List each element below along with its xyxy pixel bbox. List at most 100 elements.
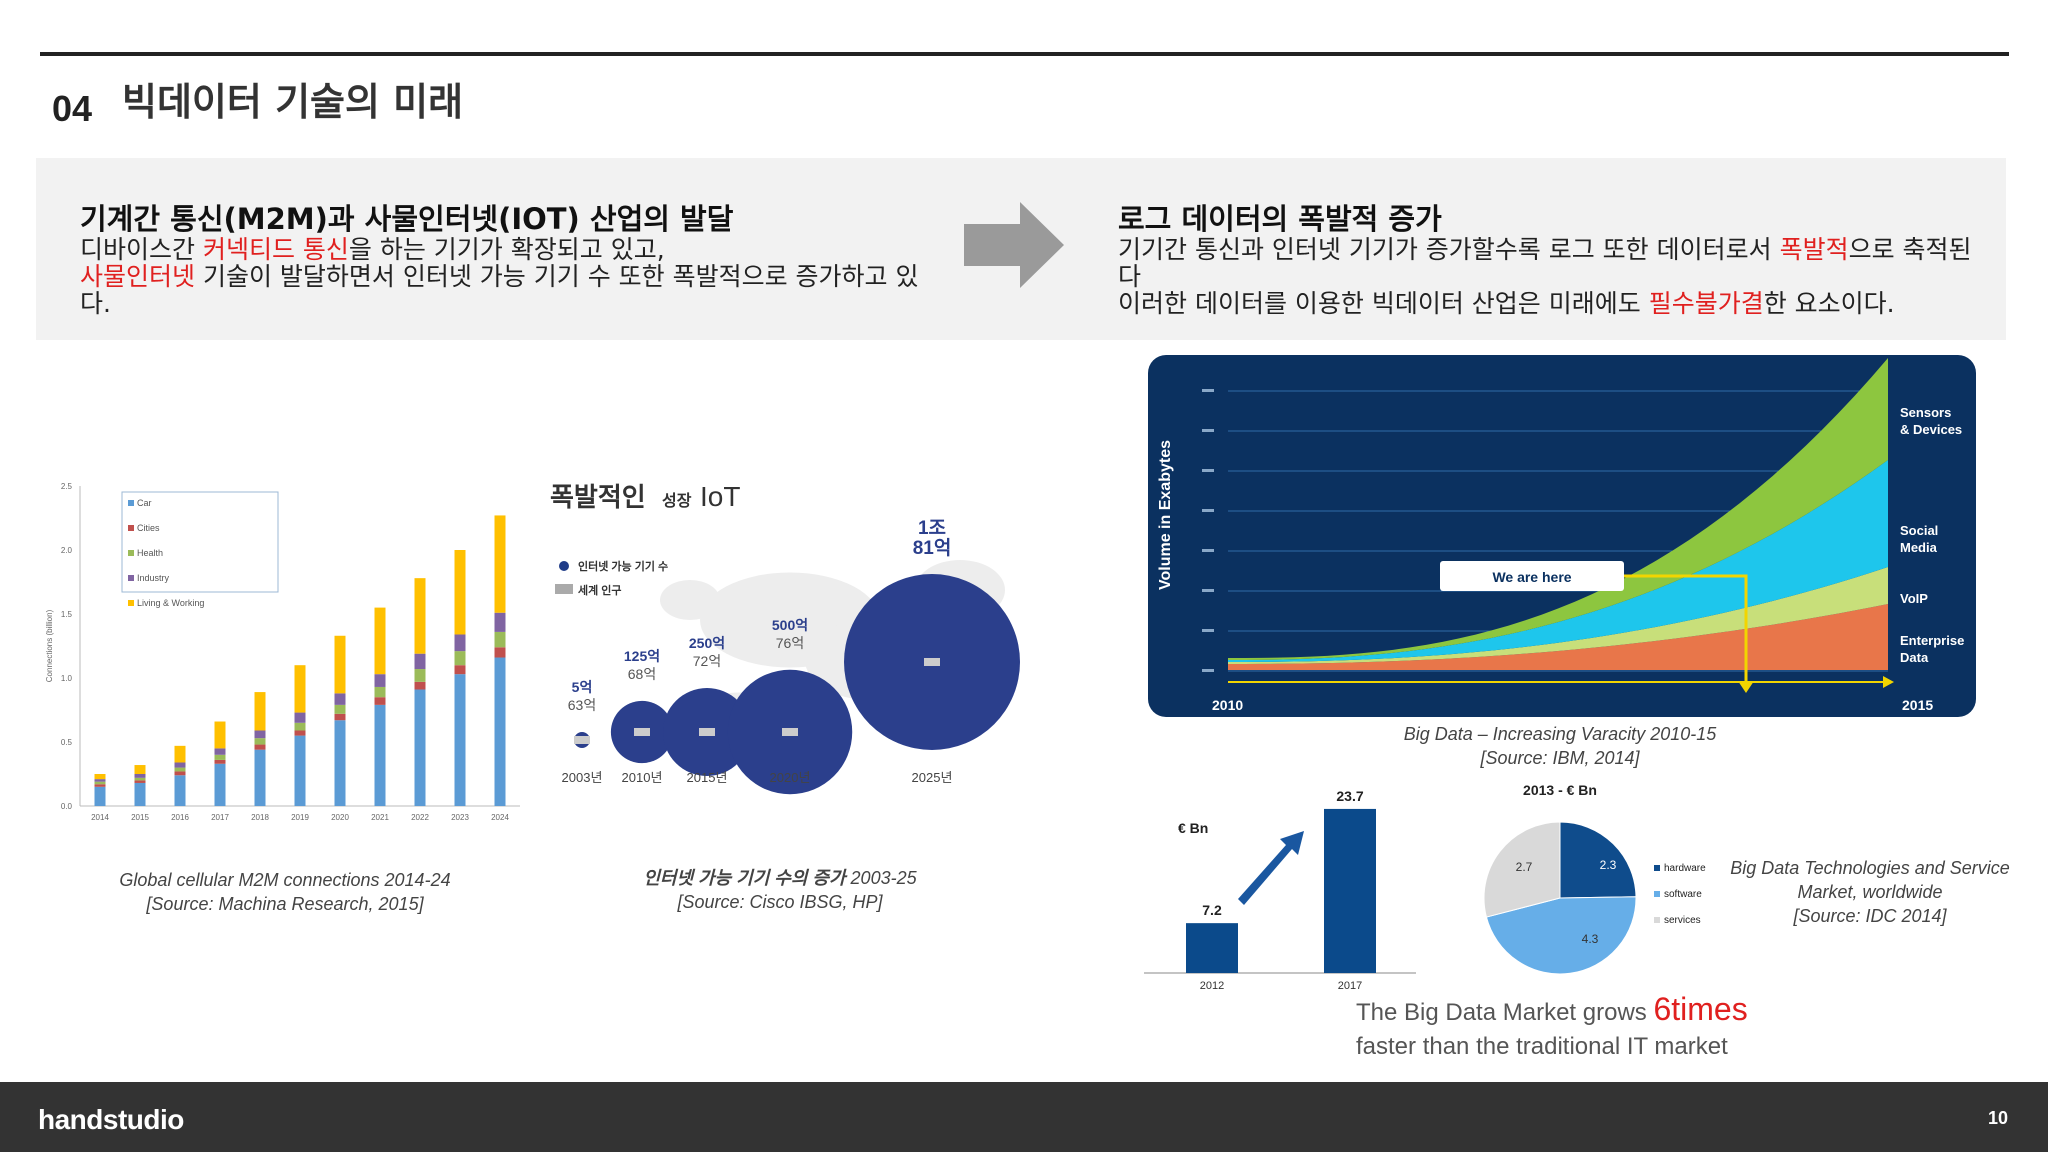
ibm-chart: Volume in Exabytes 2010 2015 Sensors & Devic…	[1148, 355, 1976, 717]
y-tick-label	[1202, 509, 1214, 512]
cagr-arrow	[1238, 831, 1304, 905]
legend-swatch	[128, 600, 134, 606]
leader-arrow-head	[1738, 681, 1754, 693]
text-segment: 기술이 발달하면서 인터넷 가능 기기 수 또한 폭발적으로 증가하고 있다.	[80, 262, 919, 318]
y-tick-label: 2.5	[61, 482, 73, 491]
x-tick-label: 2012	[1200, 980, 1224, 992]
pie-slice	[1483, 821, 1561, 918]
bar-segment	[294, 735, 306, 806]
device-count-label: 125억	[624, 648, 660, 664]
page-number: 10	[1987, 1108, 2008, 1128]
x-tick-label: 2018	[251, 813, 269, 822]
bar-segment	[454, 674, 466, 806]
bar-segment	[374, 697, 386, 705]
device-count-label: 5억	[572, 679, 593, 695]
caption-title: Big Data – Increasing Varacity 2010-15	[1403, 724, 1717, 744]
population-icon	[555, 584, 573, 594]
slice-value-label: 4.3	[1582, 932, 1599, 946]
x-tick-label: 2014	[91, 813, 109, 822]
bar-segment	[134, 780, 146, 783]
iot-caption: 인터넷 가능 기기 수의 증가 2003-25 [Source: Cisco I…	[560, 866, 1000, 914]
y-axis-label: Volume in Exabytes	[1157, 440, 1174, 590]
series-label: Social	[1900, 523, 1938, 538]
top-rule	[40, 52, 2009, 56]
x-tick-label: 2021	[371, 813, 389, 822]
bar-segment	[254, 692, 266, 731]
bar-segment	[254, 730, 266, 739]
bar-segment	[174, 767, 186, 772]
value-label: 23.7	[1336, 788, 1363, 804]
bar-segment	[254, 744, 266, 750]
cagr-label: CAGR 27%	[1264, 856, 1303, 898]
footer-bar	[0, 1082, 2048, 1152]
right-line-2: 이러한 데이터를 이용한 빅데이터 산업은 미래에도 필수불가결한 요소이다.	[1118, 290, 1988, 317]
bar-segment	[294, 712, 306, 723]
map-shape	[660, 580, 720, 620]
year-label: 2020년	[770, 770, 811, 785]
pie-title: 2013 - € Bn	[1523, 782, 1597, 798]
annotation-leader	[1624, 574, 1748, 685]
iot-title-a: 폭발적인	[550, 482, 646, 512]
population-label: 76억	[776, 635, 804, 651]
device-count-label: 1조	[918, 518, 946, 539]
caption-title: 인터넷 가능 기기 수의 증가 2003-25	[560, 866, 1000, 890]
legend-label: services	[1664, 915, 1701, 926]
unit-label: € Bn	[1178, 820, 1208, 836]
device-count-label: 81억	[913, 537, 952, 559]
population-label: 68억	[628, 666, 656, 682]
highlight-text: 커넥티드 통신	[202, 235, 349, 264]
left-paragraph: 디바이스간 커넥티드 통신을 하는 기기가 확장되고 있고, 사물인터넷 기술이…	[80, 236, 940, 317]
y-tick-label	[1202, 589, 1214, 592]
y-tick-label	[1202, 469, 1214, 472]
people-icon	[924, 658, 940, 666]
bar-segment	[254, 738, 266, 745]
left-line-2: 사물인터넷 기술이 발달하면서 인터넷 가능 기기 수 또한 폭발적으로 증가하…	[80, 263, 940, 317]
right-arrow-icon	[964, 202, 1064, 288]
bar-segment	[334, 693, 346, 705]
y-tick-label	[1202, 549, 1214, 552]
y-tick-label: 2.0	[61, 546, 73, 555]
pie-slice	[1485, 896, 1637, 975]
caption-source: [Source: IDC 2014]	[1793, 906, 1947, 926]
legend-label: hardware	[1664, 863, 1706, 874]
bar-segment	[254, 749, 266, 806]
bar-segment	[334, 720, 346, 806]
left-line-1: 디바이스간 커넥티드 통신을 하는 기기가 확장되고 있고,	[80, 236, 940, 263]
bar-segment	[334, 635, 346, 694]
legend-swatch	[128, 500, 134, 506]
text-segment: 으로 축적된다	[1118, 235, 1972, 291]
x-start-label: 2010	[1212, 697, 1243, 713]
bar-segment	[454, 634, 466, 652]
idc-chart: € Bn 7.2 2012 23.7 2017 CAGR 27% 2013 - € Bn 2.…	[1144, 782, 1706, 992]
bar-segment	[214, 748, 226, 755]
highlight-text: 폭발적	[1779, 235, 1849, 264]
series-label: Data	[1900, 650, 1929, 665]
series-label: Sensors	[1900, 405, 1951, 420]
bar-segment	[294, 665, 306, 713]
people-icon	[782, 728, 798, 736]
area-series	[1228, 567, 1888, 664]
text-segment: 이러한 데이터를 이용한 빅데이터 산업은 미래에도	[1118, 289, 1649, 318]
legend-label: Cities	[137, 523, 160, 533]
left-heading: 기계간 통신(M2M)과 사물인터넷(IOT) 산업의 발달	[80, 202, 734, 236]
year-label: 2010년	[622, 770, 663, 785]
bar-segment	[94, 774, 106, 780]
bar-segment	[414, 689, 426, 806]
bar-segment	[454, 550, 466, 635]
caption-source: [Source: Machina Research, 2015]	[146, 894, 424, 914]
bar-segment	[414, 653, 426, 670]
bar-segment	[94, 781, 106, 785]
y-tick-label	[1202, 389, 1214, 392]
device-count-label: 250억	[689, 635, 725, 651]
y-tick-label	[1202, 429, 1214, 432]
bar-segment	[134, 782, 146, 806]
caption-title-kr: 인터넷 가능 기기 수의 증가	[643, 868, 846, 888]
device-count-label: 500억	[772, 617, 808, 633]
bar-segment	[374, 607, 386, 675]
highlight-text: 사물인터넷	[80, 262, 196, 291]
right-paragraph: 기기간 통신과 인터넷 기기가 증가할수록 로그 또한 데이터로서 폭발적으로 …	[1118, 236, 1988, 317]
area-series	[1228, 460, 1888, 662]
growth-highlight: 6times	[1653, 991, 1748, 1027]
caption-source: [Source: Cisco IBSG, HP]	[677, 892, 883, 912]
bar-segment	[414, 681, 426, 690]
